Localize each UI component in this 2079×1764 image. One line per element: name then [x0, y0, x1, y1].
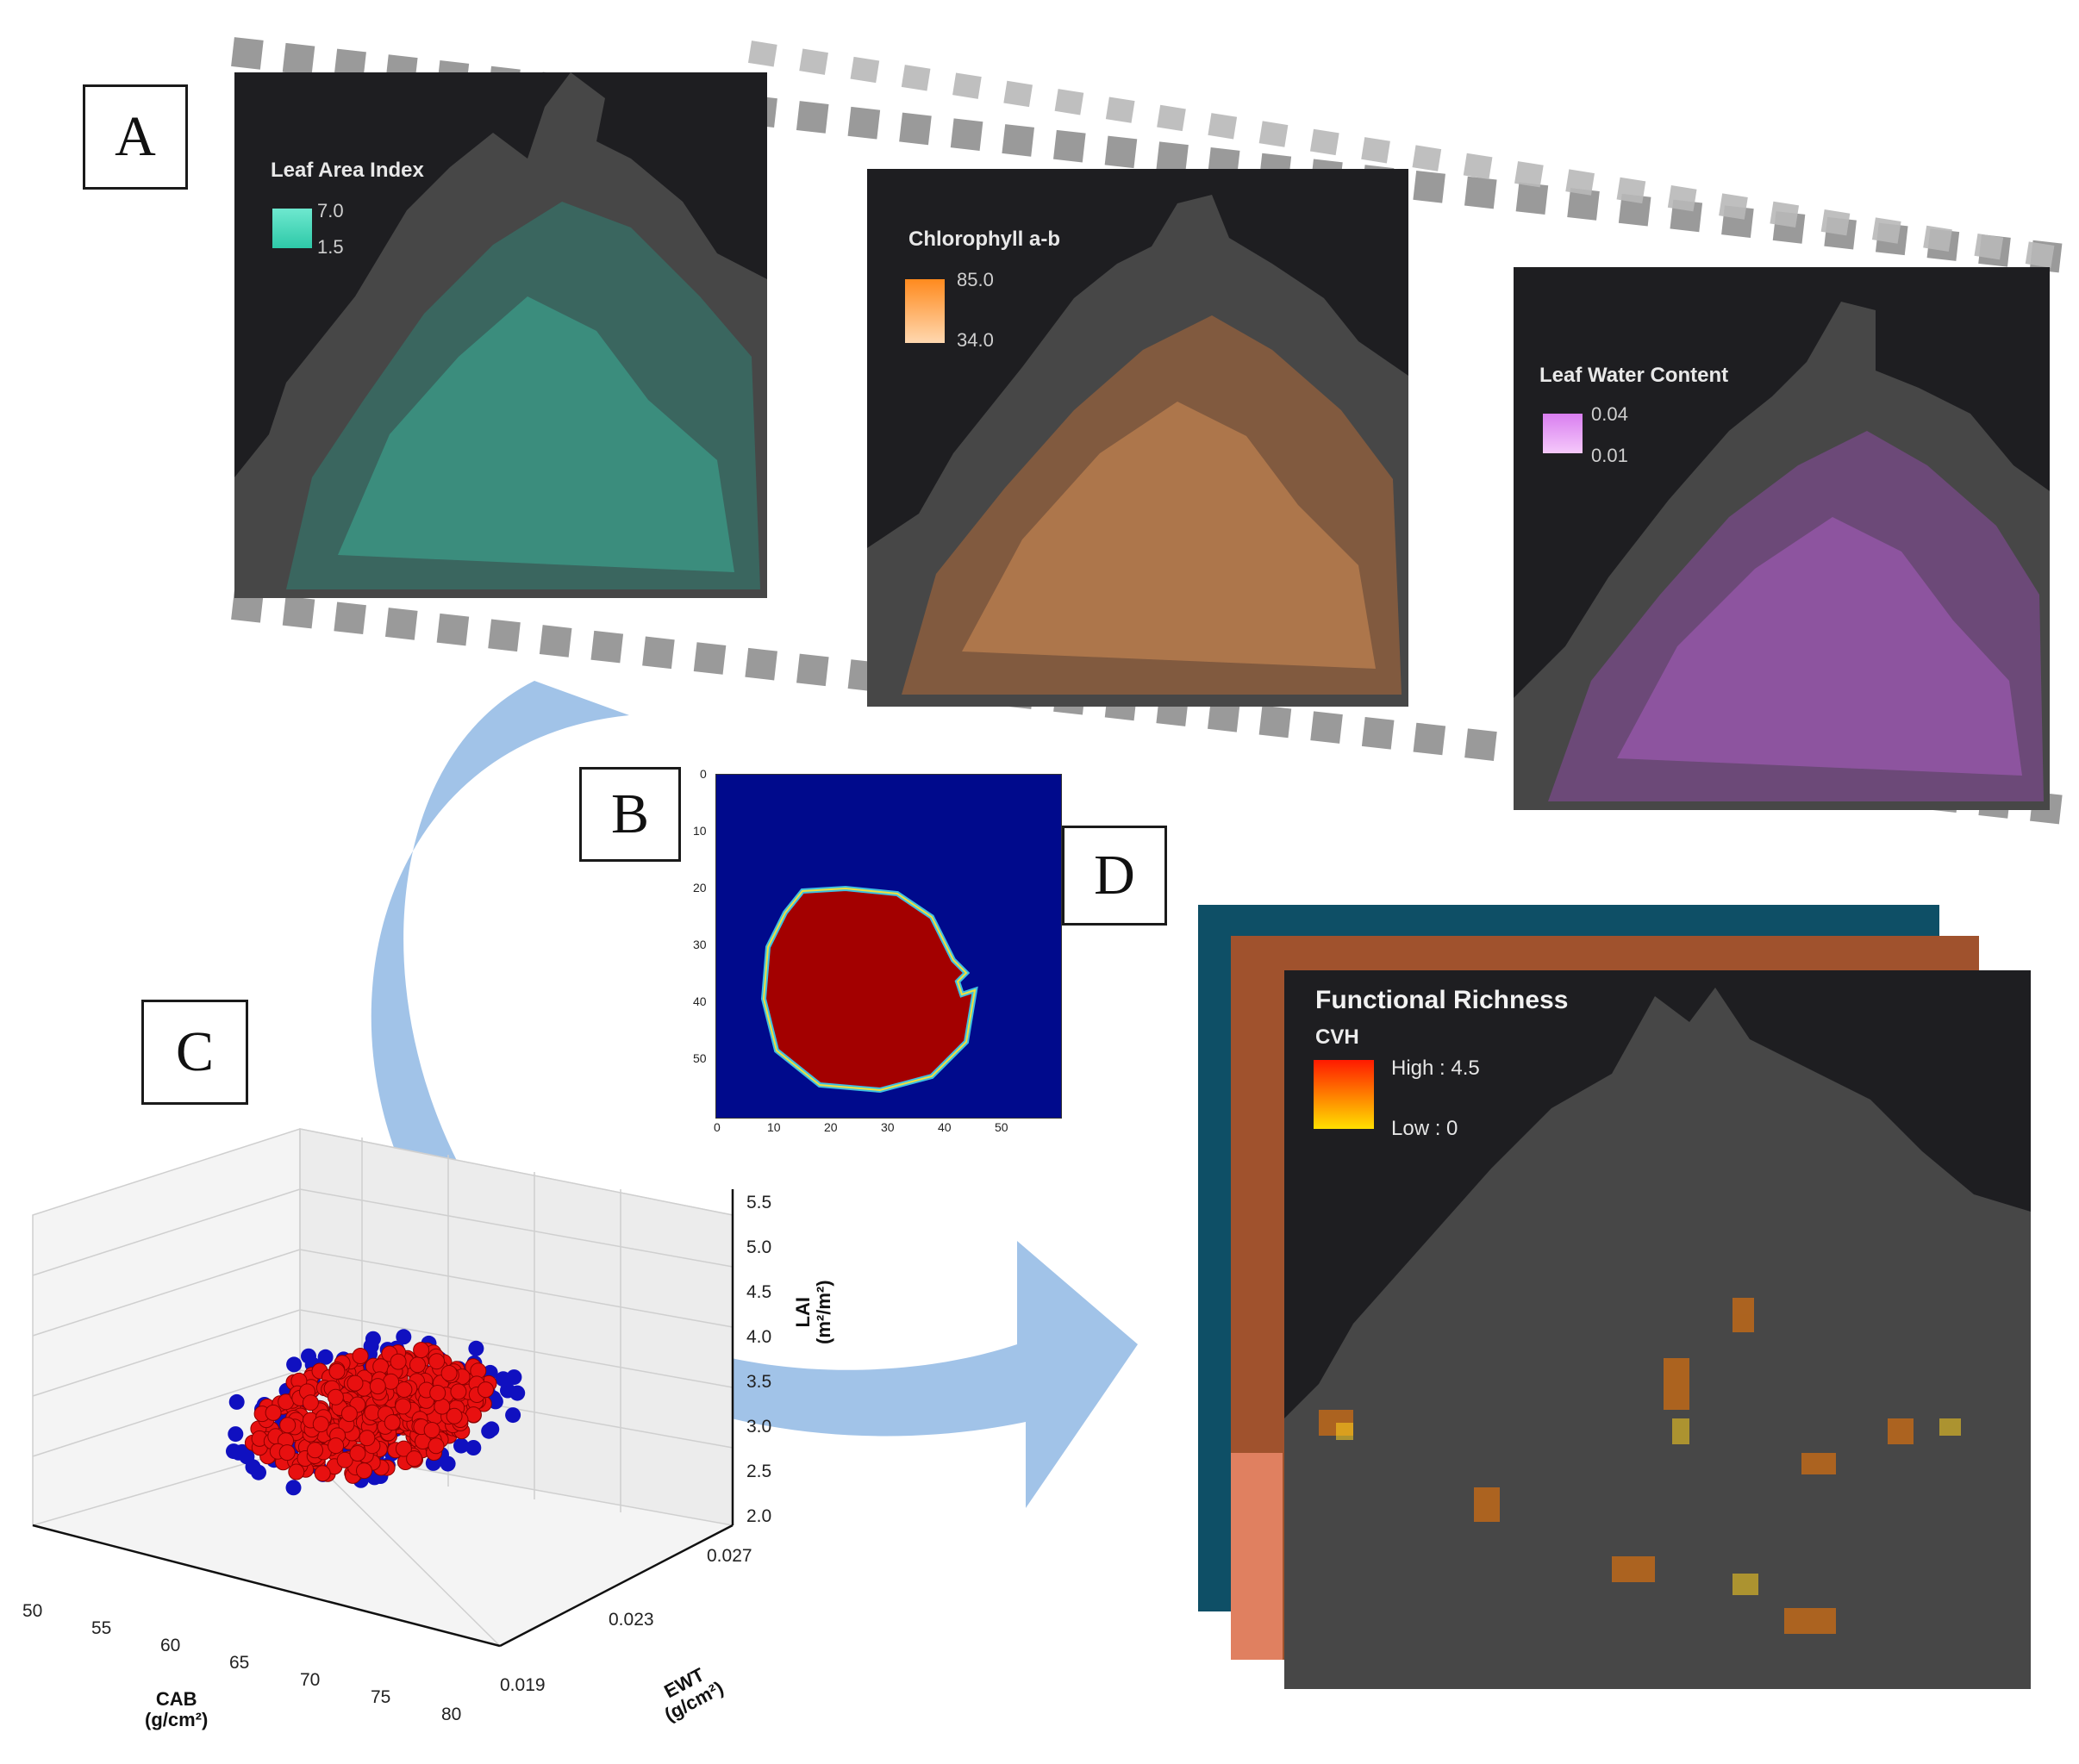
label-a: A	[83, 84, 188, 190]
c-y-tick-2: 0.027	[707, 1546, 752, 1566]
map-functional-richness: Functional Richness CVH High : 4.5 Low :…	[1284, 970, 2031, 1689]
lai-legend-title: Leaf Area Index	[271, 159, 424, 182]
c-x-tick-2: 60	[160, 1636, 181, 1655]
c-x-label-text: CAB	[155, 1688, 197, 1710]
c-x-tick-1: 55	[91, 1618, 112, 1638]
panel-b: 0 10 20 30 40 50 0 10 20 30 40 50	[681, 767, 1069, 1136]
lwc-legend-swatch	[1543, 414, 1583, 453]
lai-legend-high: 7.0	[317, 200, 344, 221]
fr-title: Functional Richness	[1315, 986, 1569, 1014]
c-x-label: CAB (g/cm²)	[145, 1688, 209, 1731]
map-leaf-water-content: Leaf Water Content 0.04 0.01	[1514, 267, 2050, 810]
b-y-tick-1: 10	[693, 824, 707, 838]
c-z-tick-2: 4.5	[746, 1282, 772, 1302]
c-y-tick-1: 0.023	[609, 1610, 654, 1630]
fr-legend-swatch	[1314, 1060, 1374, 1129]
d-layer-middle-glow	[1231, 1453, 1283, 1660]
panel-b-disk	[760, 885, 978, 1094]
b-x-tick-3: 30	[881, 1120, 895, 1134]
label-b: B	[579, 767, 681, 862]
b-y-tick-4: 40	[693, 994, 707, 1008]
chl-legend-title: Chlorophyll a-b	[908, 228, 1060, 251]
map-chlorophyll: Chlorophyll a-b 85.0 34.0	[867, 169, 1408, 707]
c-x-tick-6: 80	[441, 1705, 462, 1724]
c-x-label-unit: (g/cm²)	[145, 1709, 209, 1731]
c-x-tick-4: 70	[300, 1670, 321, 1690]
c-z-tick-0: 5.5	[746, 1193, 772, 1212]
lwc-map-image	[1514, 302, 2050, 810]
lai-legend-low: 1.5	[317, 236, 344, 258]
c-x-tick-3: 65	[229, 1653, 250, 1673]
label-c: C	[141, 1000, 248, 1105]
lai-legend-swatch	[272, 209, 312, 248]
fr-legend-high: High : 4.5	[1391, 1057, 1480, 1080]
c-z-tick-4: 3.5	[746, 1372, 772, 1392]
chl-map-image	[867, 195, 1408, 707]
map-leaf-area-index: Leaf Area Index 7.0 1.5	[234, 72, 767, 598]
c-z-tick-1: 5.0	[746, 1237, 772, 1257]
lwc-legend-low: 0.01	[1591, 445, 1628, 466]
c-z-tick-7: 2.0	[746, 1506, 772, 1526]
b-x-tick-2: 20	[824, 1120, 838, 1134]
lai-map-image	[234, 72, 767, 598]
c-y-tick-0: 0.019	[500, 1675, 546, 1695]
c-z-tick-5: 3.0	[746, 1417, 772, 1437]
b-x-tick-1: 10	[767, 1120, 781, 1134]
fr-map-image	[1284, 988, 2031, 1689]
chl-legend-swatch	[905, 279, 945, 343]
c-z-tick-3: 4.0	[746, 1327, 772, 1347]
b-y-tick-5: 50	[693, 1051, 707, 1065]
c-z-label-text: LAI	[792, 1297, 814, 1328]
c-z-tick-6: 2.5	[746, 1462, 772, 1481]
lwc-legend-title: Leaf Water Content	[1539, 364, 1729, 387]
fr-legend-low: Low : 0	[1391, 1117, 1458, 1140]
b-y-tick-3: 30	[693, 938, 707, 951]
b-y-tick-2: 20	[693, 881, 707, 894]
b-x-tick-4: 40	[938, 1120, 952, 1134]
c-x-tick-5: 75	[371, 1687, 391, 1707]
c-z-label-unit: (m²/m²)	[813, 1280, 835, 1344]
fr-subtitle: CVH	[1315, 1025, 1359, 1049]
c-x-tick-0: 50	[22, 1601, 43, 1621]
b-y-tick-0: 0	[700, 767, 707, 781]
panel-b-plot	[715, 774, 1062, 1119]
c-z-label: LAI (m²/m²)	[792, 1280, 835, 1344]
label-d: D	[1062, 826, 1167, 926]
lwc-legend-high: 0.04	[1591, 403, 1628, 425]
b-x-tick-0: 0	[714, 1120, 721, 1134]
b-x-tick-5: 50	[995, 1120, 1008, 1134]
chl-legend-high: 85.0	[957, 269, 994, 290]
chl-legend-low: 34.0	[957, 329, 994, 351]
